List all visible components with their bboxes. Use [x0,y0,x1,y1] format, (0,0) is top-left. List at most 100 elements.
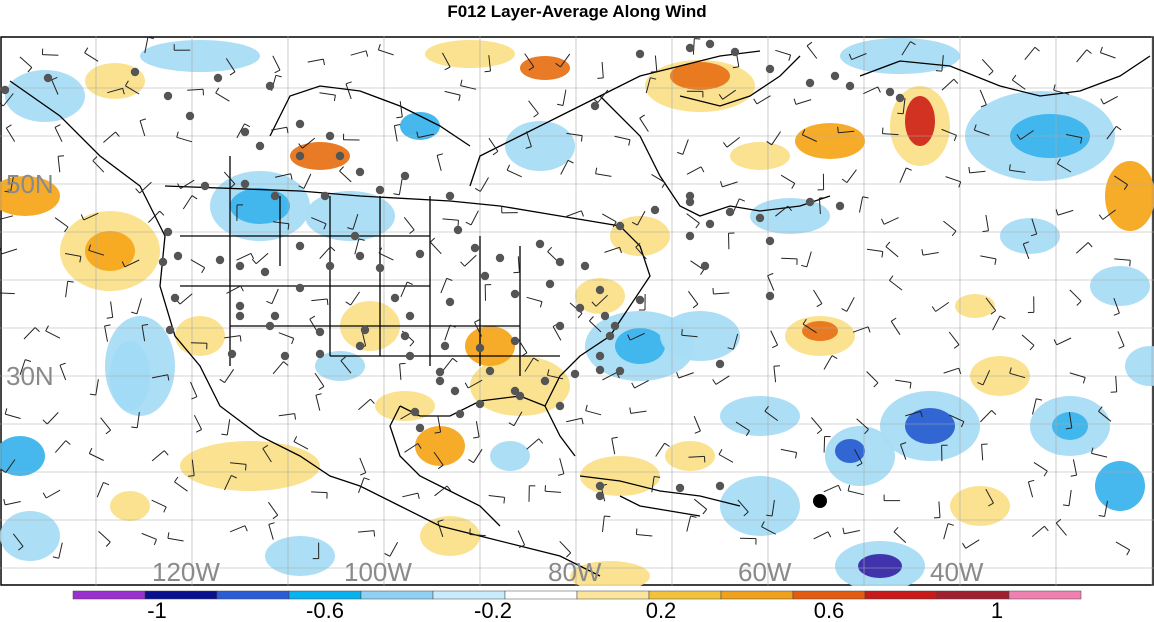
wind-barb-tick [837,126,839,133]
wind-barb [1012,79,1026,90]
station-dot [700,261,710,271]
colorbar-box [864,590,938,600]
wind-barb [1076,49,1088,63]
wind-barb [1115,375,1118,392]
station-dot [350,231,360,241]
wind-barb [655,442,666,457]
station-dot [400,171,410,181]
wind-barb-tick [793,98,797,105]
wind-barb-tick [67,280,74,283]
wind-barb-tick [473,436,480,439]
wind-barb [1009,372,1026,379]
station-dot [315,327,325,337]
wind-barb [629,332,645,341]
wind-barb [737,499,749,513]
wind-barb [464,254,477,267]
wind-barb [433,451,444,466]
station-dot [295,119,305,129]
wind-barb [19,56,33,68]
wind-barb [1098,410,1112,422]
station-dot [255,141,265,151]
wind-barb [854,448,863,464]
wind-barb-tick [920,411,923,418]
lon-label-60w: 60W [738,557,792,586]
station-dot [227,349,237,359]
station-dot [185,111,195,121]
wind-barb [639,117,649,132]
wind-barb-tick [968,166,971,173]
wind-barb-tick [1126,549,1131,556]
anomaly-patch [140,40,260,72]
anomaly-patch [290,142,350,170]
wind-barb-tick [521,352,528,357]
wind-barb [272,361,284,375]
wind-barb-tick [585,404,588,411]
wind-barb [1113,298,1120,314]
wind-barb [847,490,864,496]
wind-barb [823,355,833,370]
wind-barb-tick [990,310,997,315]
wind-barb-tick [92,156,98,162]
wind-barb [54,217,69,228]
wind-barb [526,131,532,147]
wind-barb-tick [723,142,728,148]
station-dot [410,407,420,417]
station-dot [495,253,505,263]
wind-barb-tick [58,155,65,157]
wind-barb-tick [953,135,957,142]
anomaly-patch [1090,266,1150,306]
wind-barb [651,173,666,184]
coastline-segment [180,235,560,357]
colorbar-tick-label: 0.6 [814,598,845,622]
anomaly-patch [955,294,995,318]
wind-barb [467,379,483,389]
wind-barb [230,525,246,533]
wind-barb [1069,289,1082,302]
wind-barb [838,130,855,134]
anomaly-patch [420,516,480,556]
wind-barb-tick [88,447,93,454]
wind-barb [398,178,403,195]
wind-barb [4,501,21,506]
wind-barb [943,220,957,232]
wind-barb-tick [147,36,154,39]
wind-barb-tick [106,316,113,319]
wind-barb [560,160,569,175]
wind-barb [441,52,451,68]
wind-barb [226,419,231,436]
wind-barb [399,101,403,118]
wind-barb-tick [188,475,195,477]
wind-barb [110,301,114,318]
wind-barb [818,197,821,215]
wind-barb-tick [449,324,456,328]
wind-barb [585,410,602,416]
station-dot [705,39,715,49]
wind-barb [524,53,535,68]
wind-barb [630,410,647,414]
wind-barb [434,485,448,497]
station-dot [260,267,270,277]
wind-barb-tick [407,281,413,285]
wind-barb-tick [322,59,325,66]
wind-barb-tick [290,173,293,180]
wind-barb-tick [788,54,792,61]
wind-barb-tick [988,70,994,76]
wind-barb [104,325,108,342]
wind-barb [350,50,367,56]
wind-barb [174,481,188,492]
wind-barb [190,259,205,269]
wind-barb-tick [611,436,618,439]
wind-barb-tick [287,223,290,230]
wind-barb-tick [661,182,666,189]
station-dot [715,481,725,491]
wind-barb [602,372,617,381]
wind-barb-tick [639,114,645,119]
station-dot [270,311,280,321]
wind-barb [339,170,352,183]
wind-barb-tick [557,473,565,476]
wind-barb-tick [677,151,683,155]
wind-barb-tick [951,230,957,237]
wind-barb-tick [59,362,66,366]
wind-barb-tick [921,249,924,256]
wind-barb-tick [547,369,550,376]
